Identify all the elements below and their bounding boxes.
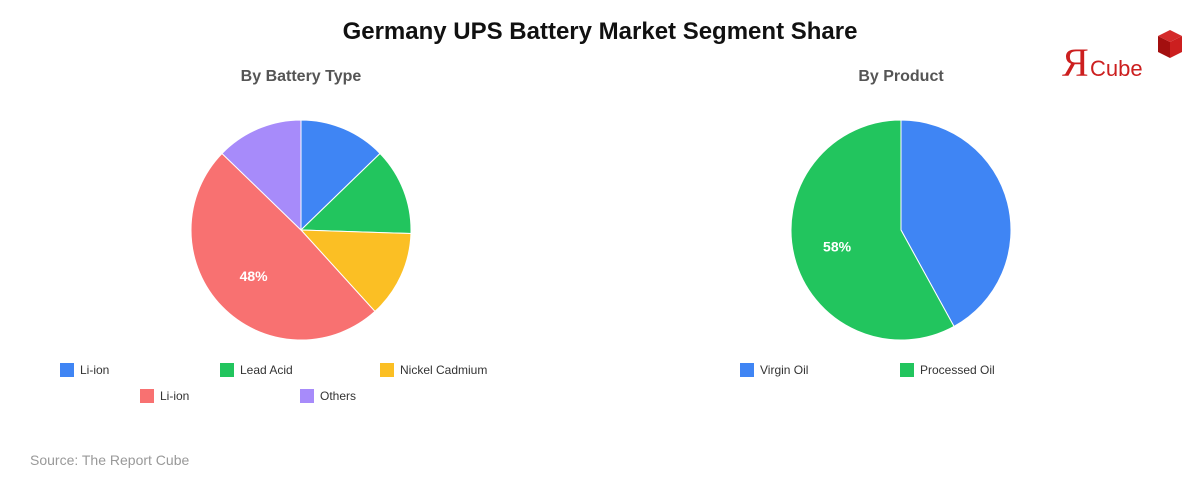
page-title: Germany UPS Battery Market Segment Share	[342, 18, 858, 45]
legend-label: Virgin Oil	[760, 363, 809, 377]
chart-title-battery-type: By Battery Type	[240, 68, 362, 85]
legend-swatch	[740, 363, 754, 377]
logo-graphic: Я Cube	[1062, 30, 1182, 85]
pie-data-label-0-3: 48%	[240, 268, 269, 284]
legend-item-0-1[interactable]: Lead Acid	[220, 362, 293, 378]
pie-slice-0-1	[299, 152, 412, 235]
chart-title-product: By Product	[858, 68, 944, 85]
legend-item-0-3[interactable]: Li-ion	[140, 388, 189, 404]
pie-slice-0-4	[221, 119, 302, 232]
legend-item-1-0[interactable]: Virgin Oil	[740, 362, 808, 378]
legend-label: Nickel Cadmium	[400, 363, 488, 377]
legend-item-0-2[interactable]: Nickel Cadmium	[380, 362, 487, 378]
pie-chart-product: 58%	[790, 119, 1012, 341]
legend-item-0-4[interactable]: Others	[300, 388, 356, 404]
legend-swatch	[300, 389, 314, 403]
legend-swatch	[140, 389, 154, 403]
legend-label: Others	[320, 389, 357, 403]
pie-data-label-1-1: 58%	[823, 238, 852, 254]
legend-label: Processed Oil	[920, 363, 995, 377]
pie-slice-0-2	[299, 229, 412, 313]
logo-cube-left	[1158, 36, 1170, 58]
legend-swatch	[900, 363, 914, 377]
report-cube-logo: Я Cube	[1058, 26, 1182, 85]
legend-swatch	[60, 363, 74, 377]
pie-slice-1-0	[900, 119, 1012, 328]
pie-slice-0-3	[190, 152, 376, 341]
pie-chart-battery-type: 48%	[190, 119, 412, 341]
legend-item-1-1[interactable]: Processed Oil	[900, 362, 995, 378]
logo-letter: Я	[1062, 40, 1089, 82]
logo-text: Cube	[1090, 56, 1143, 81]
legend-label: Lead Acid	[240, 363, 293, 377]
legend-item-0-0[interactable]: Li-ion	[60, 362, 109, 378]
legend-label: Li-ion	[80, 363, 110, 377]
legend-swatch	[380, 363, 394, 377]
legend-swatch	[220, 363, 234, 377]
source-note: Source: The Report Cube	[30, 452, 190, 468]
legend-label: Li-ion	[160, 389, 190, 403]
pie-slice-1-1	[790, 119, 955, 341]
logo-cube-right	[1170, 36, 1182, 58]
pie-slice-0-0	[300, 119, 381, 232]
